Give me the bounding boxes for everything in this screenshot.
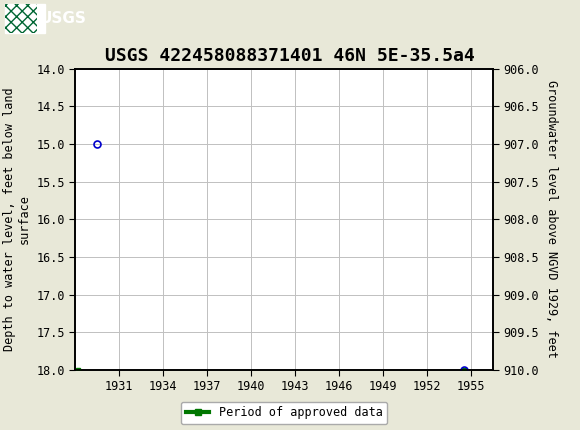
Legend: Period of approved data: Period of approved data <box>181 402 387 424</box>
Text: USGS: USGS <box>39 11 86 26</box>
Text: USGS 422458088371401 46N 5E-35.5a4: USGS 422458088371401 46N 5E-35.5a4 <box>105 47 475 65</box>
Y-axis label: Depth to water level, feet below land
surface: Depth to water level, feet below land su… <box>3 87 31 351</box>
Bar <box>5 3 37 33</box>
Y-axis label: Groundwater level above NGVD 1929, feet: Groundwater level above NGVD 1929, feet <box>545 80 557 358</box>
FancyBboxPatch shape <box>5 3 45 33</box>
